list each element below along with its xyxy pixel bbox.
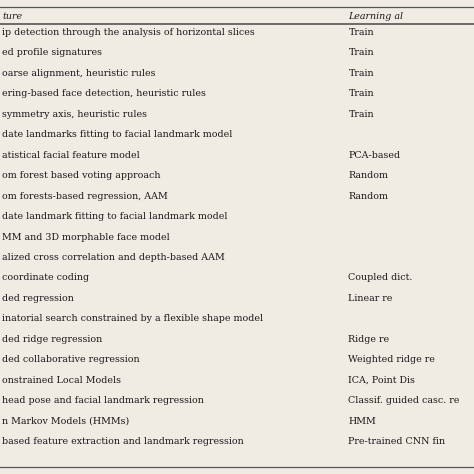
Text: ed profile signatures: ed profile signatures <box>2 48 102 57</box>
Text: Train: Train <box>348 48 374 57</box>
Text: onstrained Local Models: onstrained Local Models <box>2 376 121 385</box>
Text: ded ridge regression: ded ridge regression <box>2 335 102 344</box>
Text: Learning al: Learning al <box>348 12 403 20</box>
Text: om forest based voting approach: om forest based voting approach <box>2 171 161 180</box>
Text: ded collaborative regression: ded collaborative regression <box>2 356 140 365</box>
Text: coordinate coding: coordinate coding <box>2 273 90 283</box>
Text: Linear re: Linear re <box>348 294 393 303</box>
Text: based feature extraction and landmark regression: based feature extraction and landmark re… <box>2 438 244 446</box>
Text: ICA, Point Dis: ICA, Point Dis <box>348 376 415 385</box>
Text: ded regression: ded regression <box>2 294 74 303</box>
Text: HMM: HMM <box>348 417 376 426</box>
Text: oarse alignment, heuristic rules: oarse alignment, heuristic rules <box>2 69 156 78</box>
Text: Train: Train <box>348 89 374 98</box>
Text: Train: Train <box>348 109 374 118</box>
Text: symmetry axis, heuristic rules: symmetry axis, heuristic rules <box>2 109 147 118</box>
Text: date landmark fitting to facial landmark model: date landmark fitting to facial landmark… <box>2 212 228 221</box>
Text: inatorial search constrained by a flexible shape model: inatorial search constrained by a flexib… <box>2 314 264 323</box>
Text: alized cross correlation and depth-based AAM: alized cross correlation and depth-based… <box>2 253 225 262</box>
Text: Random: Random <box>348 191 388 201</box>
Text: Train: Train <box>348 69 374 78</box>
Text: atistical facial feature model: atistical facial feature model <box>2 151 140 160</box>
Text: n Markov Models (HMMs): n Markov Models (HMMs) <box>2 417 129 426</box>
Text: ip detection through the analysis of horizontal slices: ip detection through the analysis of hor… <box>2 28 255 36</box>
Text: ture: ture <box>2 12 22 20</box>
Text: Classif. guided casc. re: Classif. guided casc. re <box>348 396 460 405</box>
Text: MM and 3D morphable face model: MM and 3D morphable face model <box>2 233 170 241</box>
Text: Train: Train <box>348 28 374 36</box>
Text: head pose and facial landmark regression: head pose and facial landmark regression <box>2 396 204 405</box>
Text: Weighted ridge re: Weighted ridge re <box>348 356 435 365</box>
Text: ering-based face detection, heuristic rules: ering-based face detection, heuristic ru… <box>2 89 206 98</box>
Text: Random: Random <box>348 171 388 180</box>
Text: date landmarks fitting to facial landmark model: date landmarks fitting to facial landmar… <box>2 130 233 139</box>
Text: Ridge re: Ridge re <box>348 335 390 344</box>
Text: Coupled dict.: Coupled dict. <box>348 273 413 283</box>
Text: om forests-based regression, AAM: om forests-based regression, AAM <box>2 191 168 201</box>
Text: PCA-based: PCA-based <box>348 151 401 160</box>
Text: Pre-trained CNN fin: Pre-trained CNN fin <box>348 438 446 446</box>
